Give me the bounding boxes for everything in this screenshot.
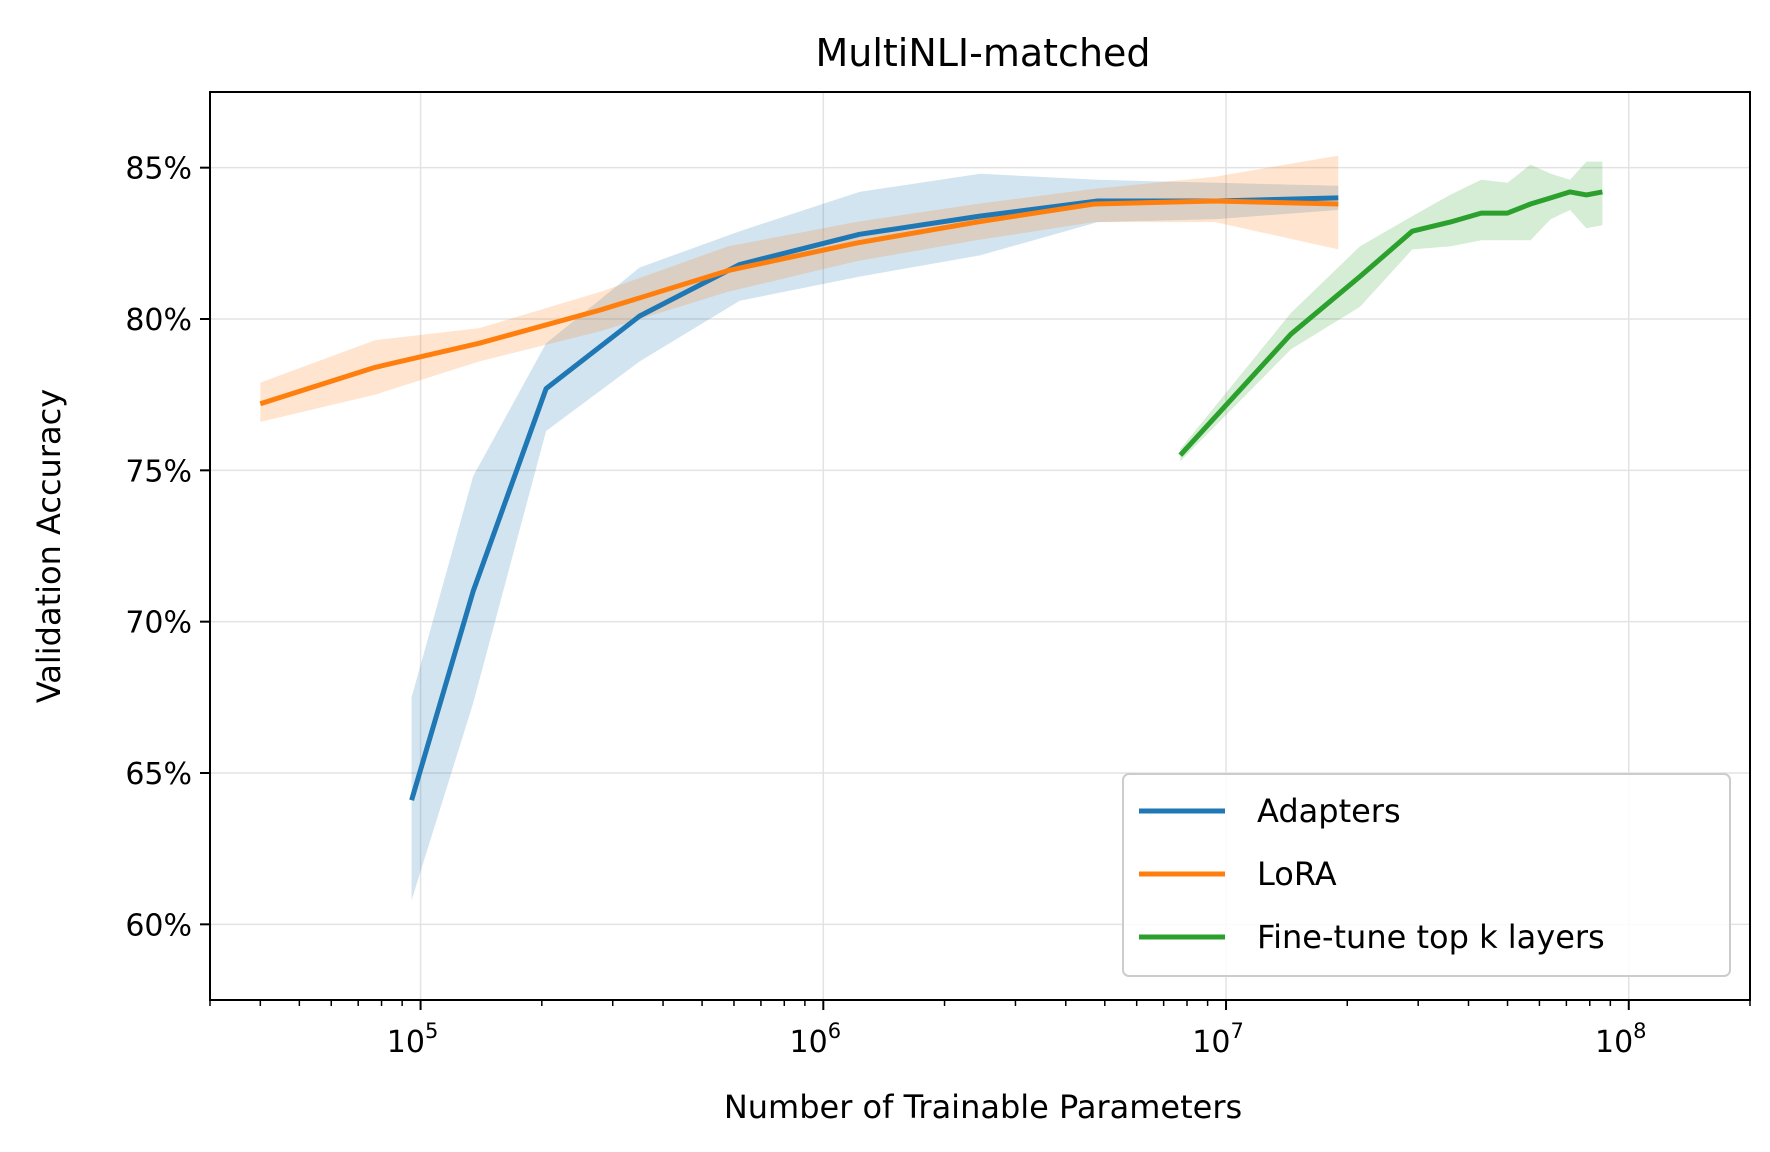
band-1	[260, 155, 1339, 422]
x-tick-exponent: 5	[425, 1019, 438, 1043]
x-tick-base: 10	[1595, 1025, 1633, 1060]
series-lines	[259, 189, 1603, 801]
chart-title: MultiNLI-matched	[815, 31, 1150, 75]
x-tick-base: 10	[387, 1025, 425, 1060]
y-axis-title: Validation Accuracy	[30, 389, 68, 703]
x-tick-exponent: 6	[828, 1019, 841, 1043]
series-line-1	[259, 198, 1339, 407]
band-0	[411, 173, 1339, 901]
y-tick-label: 75%	[125, 454, 192, 489]
y-tick-label: 60%	[125, 908, 192, 943]
y-tick-label: 85%	[125, 152, 192, 187]
y-axis: 60% 65% 70% 75% 80% 85%	[125, 152, 210, 943]
legend-box	[1122, 773, 1731, 977]
x-tick-exponent: 7	[1230, 1019, 1243, 1043]
plot-frame	[209, 91, 1751, 1001]
legend-label: Fine-tune top k layers	[1257, 918, 1605, 956]
x-tick-base: 10	[1192, 1025, 1230, 1060]
series-line-2	[1178, 189, 1603, 457]
legend-label: Adapters	[1257, 792, 1401, 830]
band-2	[1180, 161, 1603, 462]
y-tick-label: 70%	[125, 606, 192, 641]
y-tick-label: 80%	[125, 303, 192, 338]
x-tick-label: 106	[790, 1019, 842, 1060]
x-axis: 105 106 107 108	[209, 1000, 1751, 1060]
x-tick-exponent: 8	[1633, 1019, 1646, 1043]
legend: Adapters LoRA Fine-tune top k layers	[1122, 773, 1731, 977]
legend-label: LoRA	[1257, 855, 1337, 893]
x-axis-title: Number of Trainable Parameters	[724, 1088, 1242, 1126]
confidence-bands	[260, 155, 1603, 901]
x-tick-label: 108	[1595, 1019, 1647, 1060]
x-tick-base: 10	[790, 1025, 828, 1060]
x-tick-label: 107	[1192, 1019, 1244, 1060]
x-tick-label: 105	[387, 1019, 439, 1060]
y-tick-label: 65%	[125, 757, 192, 792]
